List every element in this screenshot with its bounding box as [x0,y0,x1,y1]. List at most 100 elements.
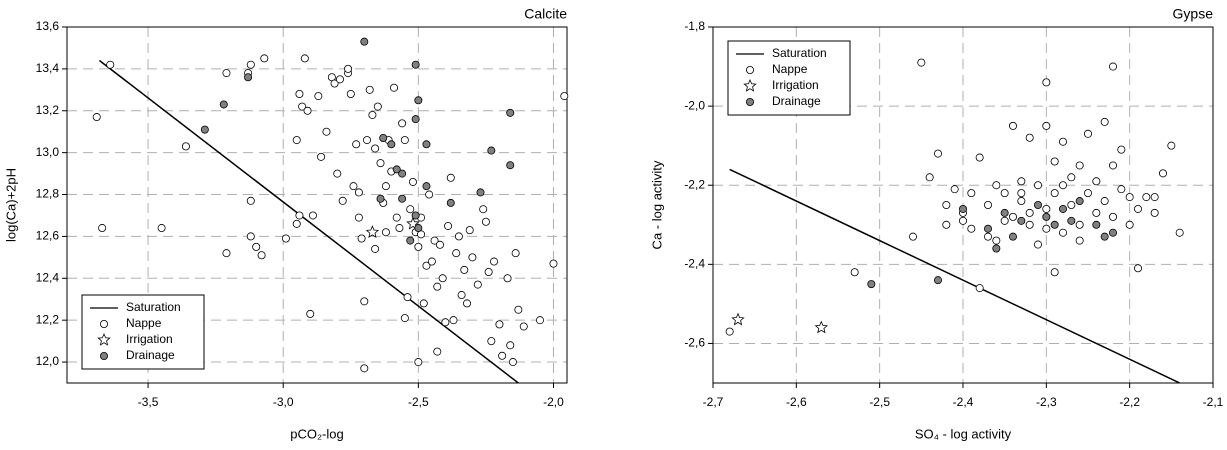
point [1000,216,1009,225]
point [511,249,520,258]
point [959,216,968,225]
point [465,226,474,235]
x-tick-label: -3,5 [138,395,159,409]
point [365,85,374,94]
point [468,253,477,262]
point [1042,78,1051,87]
point [484,268,493,277]
y-tick-label: -1,8 [684,19,705,33]
point [398,119,407,128]
point [414,242,423,251]
point [246,196,255,205]
legend-label: Saturation [772,46,827,60]
point [481,217,490,226]
point [360,297,369,306]
legend-label: Irrigation [126,332,173,346]
x-tick-label: -2,5 [869,395,890,409]
point [1134,204,1143,213]
saturation-line [98,59,519,384]
point [303,106,312,115]
legend-label: Irrigation [772,78,819,92]
point [1117,145,1126,154]
point [381,182,390,191]
point [441,318,450,327]
point [362,136,371,145]
point [444,221,453,230]
point [992,181,1001,190]
point [300,54,309,63]
x-tick-label: -2,7 [703,395,724,409]
point [400,136,409,145]
point [222,249,231,258]
point [1042,224,1051,233]
x-tick-label: -2,5 [408,395,429,409]
plot-frame [66,26,568,384]
point [260,54,269,63]
point [487,337,496,346]
point [731,312,745,326]
y-tick-label: -2,0 [684,98,705,112]
point [392,213,401,222]
point [1092,208,1101,217]
point [535,316,544,325]
point [376,194,385,203]
legend-marker [100,319,109,328]
point [292,136,301,145]
point [867,280,876,289]
point [814,320,828,334]
point [1000,208,1009,217]
plot-frame [712,26,1214,384]
point [181,142,190,151]
point [411,211,420,220]
point [967,224,976,233]
x-tick-label: -2,0 [543,395,564,409]
point [1100,197,1109,206]
point [1050,189,1059,198]
point [1009,232,1018,241]
legend-marker [743,78,757,92]
point [317,152,326,161]
x-tick-label: -2,2 [1119,395,1140,409]
legend-label: Nappe [126,316,162,330]
point [1092,177,1101,186]
point [498,351,507,360]
point [1042,121,1051,130]
point [1034,240,1043,249]
point [1042,204,1051,213]
point [354,188,363,197]
point [1167,141,1176,150]
point [1092,220,1101,229]
point [411,60,420,69]
point [549,259,558,268]
legend-marker [746,98,755,107]
point [446,198,455,207]
point [373,102,382,111]
x-axis-label: SO₄ - log activity [915,426,1012,441]
x-tick-label: -2,3 [1036,395,1057,409]
point [200,125,209,134]
point [344,64,353,73]
point [1109,161,1118,170]
point [1100,117,1109,126]
point [406,236,415,245]
point [246,60,255,69]
point [1125,193,1134,202]
point [1150,208,1159,217]
point [395,224,404,233]
point [414,96,423,105]
point [1075,220,1084,229]
point [462,299,471,308]
x-tick-label: -2,4 [953,395,974,409]
point [1042,212,1051,221]
point [381,228,390,237]
y-tick-label: 12,8 [36,187,60,201]
y-tick-label: 12,4 [36,270,60,284]
legend-label: Saturation [126,300,181,314]
point [246,232,255,241]
point [349,182,358,191]
point [508,358,517,367]
point [98,224,107,233]
point [414,224,423,233]
point [942,200,951,209]
